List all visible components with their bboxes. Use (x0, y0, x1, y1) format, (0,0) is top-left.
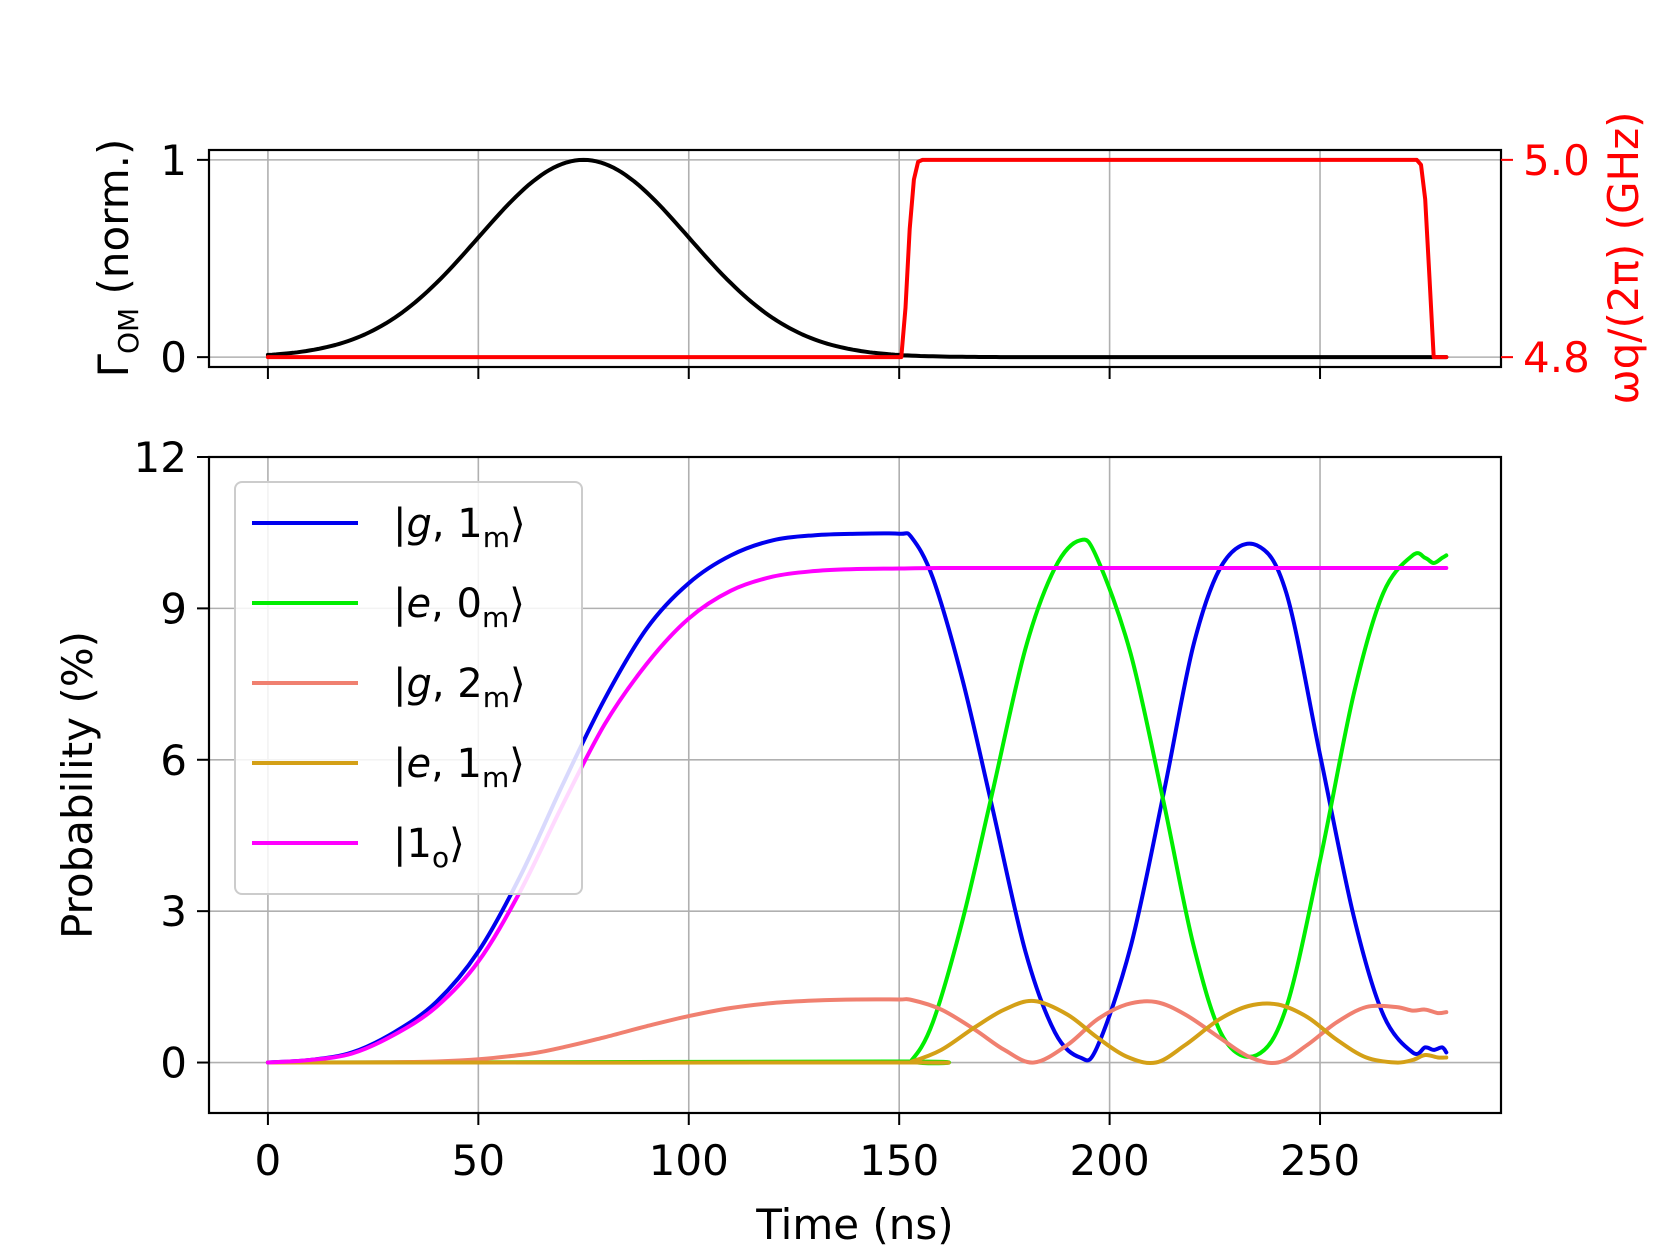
top-y2-tick-label: 4.8 (1523, 333, 1590, 382)
bottom-y-tick-label: 12 (134, 433, 187, 482)
legend-item-1o: |1o⟩ (252, 821, 465, 874)
legend-label: |1o⟩ (393, 821, 465, 874)
g2m-curve (265, 997, 1449, 1065)
e0m-curve (265, 537, 1449, 1066)
x-axis-label: Time (ns) (755, 1200, 953, 1245)
top-y-tick-label: 0 (160, 333, 187, 382)
top-y-tick-label: 1 (160, 136, 187, 185)
bottom-y-tick-label: 3 (160, 887, 187, 936)
legend-item-e1m: |e, 1m⟩ (252, 741, 525, 794)
top-y2-tick-label: 5.0 (1523, 136, 1590, 185)
x-tick-label: 0 (255, 1136, 282, 1185)
legend-item-g2m: |g, 2m⟩ (252, 661, 526, 714)
bottom-y-tick-label: 6 (160, 736, 187, 785)
legend-item-e0m: |e, 0m⟩ (252, 581, 525, 634)
top-ticks: 0 1 4.8 5.0 (160, 136, 1590, 382)
legend-item-g1m: |g, 1m⟩ (252, 501, 526, 554)
legend-label: |g, 2m⟩ (393, 661, 526, 714)
bottom-y-axis-label: Probability (%) (53, 631, 102, 939)
bottom-plot-frame (207, 455, 1503, 1115)
x-tick-label: 100 (649, 1136, 729, 1185)
top-y-axis-label: ΓOM (norm.) (89, 139, 145, 378)
legend-box (234, 481, 583, 895)
x-tick-label: 150 (859, 1136, 939, 1185)
top-plot-frame (207, 148, 1503, 369)
top-y2-axis-label: ωq/(2π) (GHz) (1599, 111, 1648, 404)
qubit-frequency-curve (265, 157, 1449, 360)
e1m-curve (265, 998, 1449, 1065)
top-grid (209, 150, 1501, 367)
bottom-y-tick-label: 0 (160, 1039, 187, 1088)
one-o-curve (265, 565, 1449, 1065)
bottom-ticks: 0 50 100 150 200 250 0 3 6 9 12 (134, 433, 1361, 1185)
x-tick-label: 200 (1070, 1136, 1150, 1185)
legend: |g, 1m⟩ |e, 0m⟩ |g, 2m⟩ |e, 1m⟩ |1o⟩ (234, 481, 583, 895)
top-curves (265, 157, 1449, 360)
bottom-y-tick-label: 9 (160, 584, 187, 633)
x-tick-label: 250 (1280, 1136, 1360, 1185)
gamma-om-curve (265, 157, 1449, 360)
legend-label: |e, 1m⟩ (393, 741, 525, 794)
legend-label: |g, 1m⟩ (393, 501, 526, 554)
x-tick-label: 50 (452, 1136, 505, 1185)
legend-label: |e, 0m⟩ (393, 581, 525, 634)
